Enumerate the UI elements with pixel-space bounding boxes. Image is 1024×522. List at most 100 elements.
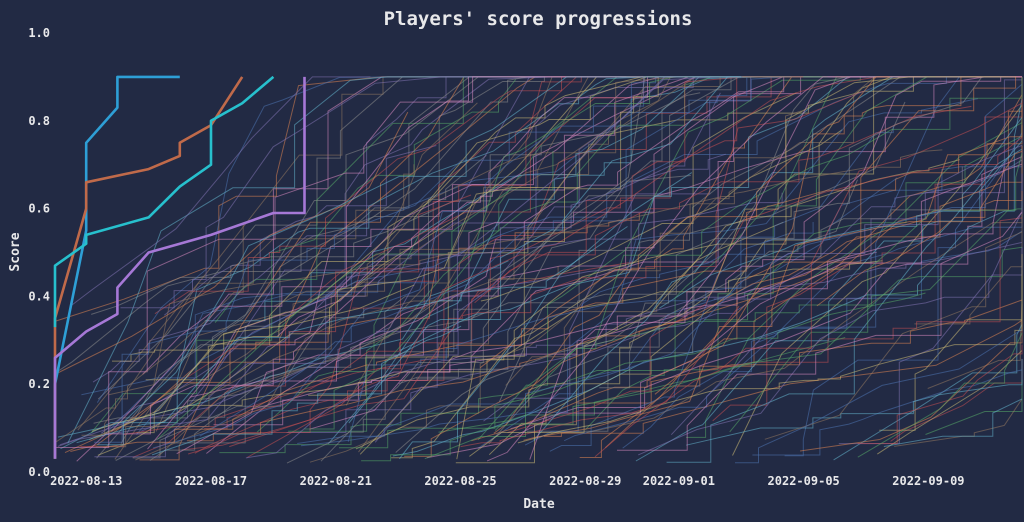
series-line [54,76,661,374]
series-line [309,167,1005,430]
series-line [56,76,654,448]
series-line [151,325,462,456]
series-line [277,76,803,337]
y-tick-label: 0.2 [28,377,50,391]
series-line [533,76,898,441]
highlighted-series-line [53,75,275,328]
series-line [206,76,928,454]
x-tick-label: 2022-08-17 [175,474,247,488]
series-line [108,149,943,396]
series-line [219,193,1023,454]
series-line [114,76,826,460]
series-line [816,190,1023,307]
series-line [339,292,926,449]
x-tick-label: 2022-08-21 [300,474,372,488]
series-line [477,177,898,450]
series-line [347,125,894,442]
series-line [479,76,890,369]
series-line [92,76,614,383]
series-line [523,150,1023,441]
series-line [194,105,972,454]
series-line [91,260,883,432]
series-line [120,76,553,309]
series-line [327,76,809,445]
y-tick-label: 1.0 [28,26,50,40]
series-line [156,151,554,440]
series-line [392,99,1023,457]
series-line [800,320,1023,452]
series-line [187,76,710,455]
series-line [494,76,1023,431]
series-line [214,76,630,324]
series-line [686,122,1023,438]
y-tick-label: 0.8 [28,114,50,128]
series-line [64,76,714,454]
series-line [81,260,437,396]
series-line [90,79,517,434]
series-line [89,158,581,441]
series-line [857,344,1023,444]
series-line [181,261,634,451]
series-line [145,76,688,381]
series-line [97,76,536,400]
series-line [416,76,792,380]
series-line [654,76,1022,395]
series-line [666,148,1023,463]
series-line [135,266,559,461]
series-line [96,76,508,403]
series-line [498,76,1010,403]
y-tick-label: 0.0 [28,465,50,479]
y-tick-label: 0.4 [28,289,50,303]
series-line [925,379,1023,435]
series-line [187,194,472,378]
series-line [112,284,415,362]
series-line [594,102,1023,458]
series-line [115,154,487,461]
series-line [286,159,1023,433]
series-line [507,136,1023,434]
x-tick-label: 2022-08-25 [424,474,496,488]
series-line [469,221,784,457]
series-line [81,164,415,436]
series-line [505,110,802,386]
series-line [245,241,1023,459]
series-line [142,76,627,375]
series-line [67,76,545,444]
series-line [176,76,921,455]
series-line [604,145,1023,449]
background-series-group [54,76,1023,464]
x-tick-label: 2022-08-29 [549,474,621,488]
series-line [670,76,1023,436]
series-line [58,111,409,373]
series-line [529,76,1022,460]
series-line [57,192,783,447]
series-line [163,145,437,316]
series-line [927,303,1023,389]
series-line [399,172,693,460]
series-line [300,98,978,447]
series-line [894,398,1023,447]
series-line [103,76,1023,448]
series-line [97,76,658,456]
x-tick-label: 2022-08-13 [50,474,122,488]
x-tick-label: 2022-09-05 [768,474,840,488]
series-line [69,76,371,307]
y-axis-title: Score [8,232,23,271]
series-line [857,332,1023,458]
series-line [93,101,906,424]
series-line [599,76,909,389]
series-line [204,76,1022,430]
series-line [94,76,743,443]
series-line [456,76,1017,460]
x-tick-label: 2022-09-09 [892,474,964,488]
series-line [752,369,1023,456]
series-line [96,76,616,459]
series-line [386,76,837,356]
series-line [320,76,706,462]
series-line [149,301,438,461]
series-line [355,76,900,450]
x-axis-title: Date [523,497,554,512]
series-line [617,211,1023,451]
series-line [486,76,866,462]
